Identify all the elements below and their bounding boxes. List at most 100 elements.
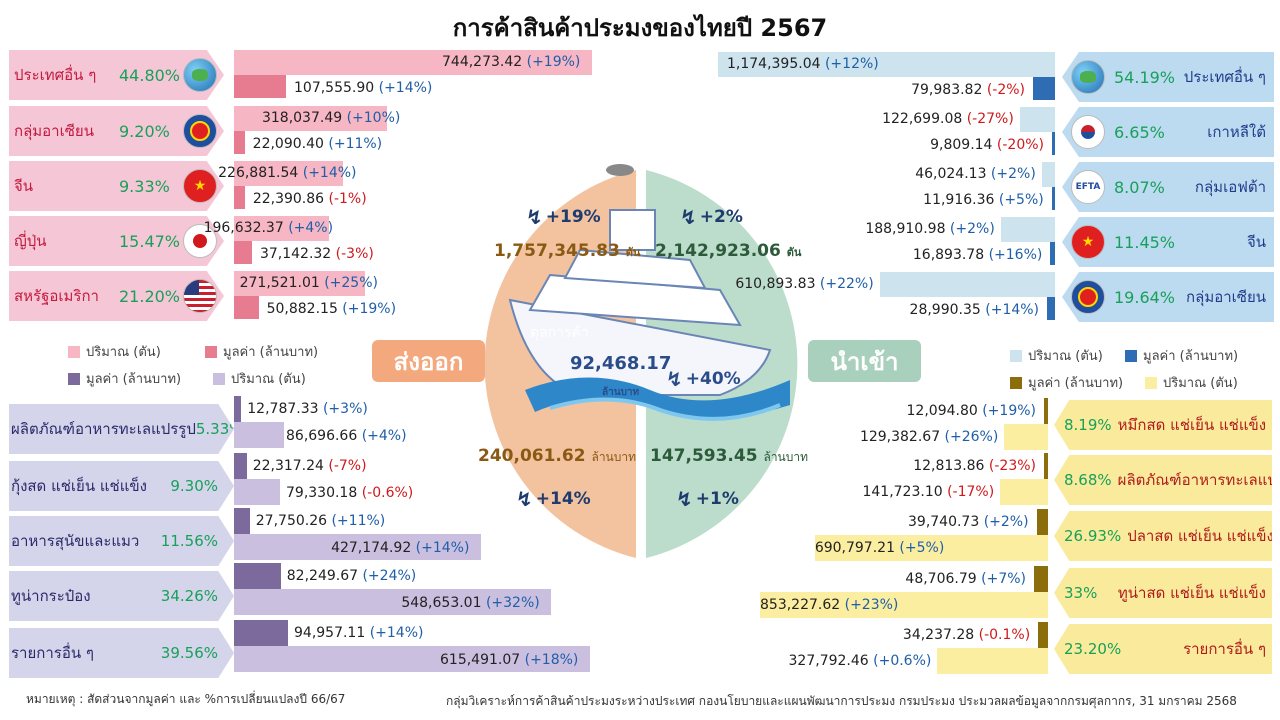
legend-import-val: มูลค่า (ล้านบาท) (1125, 345, 1238, 366)
product-share: 23.20% (1064, 640, 1122, 658)
prod-imp-qty-label: 690,797.21 (+5%) (814, 540, 945, 556)
product-share: 8.68% (1064, 471, 1112, 489)
legend-swatch (213, 372, 225, 385)
export-label: ส่งออก (372, 340, 485, 382)
lightning-icon: ↯ (526, 205, 543, 229)
export-qty-bar (234, 50, 592, 75)
import-val-bar (1033, 77, 1055, 100)
export-qty-value: 1,757,345.83 (494, 241, 620, 261)
import-qty-bar (1000, 217, 1055, 242)
import-qty-value: 2,142,923.06 (655, 241, 781, 261)
country-share: 9.33% (119, 176, 170, 196)
footnote: หมายเหตุ : สัดส่วนจากมูลค่า และ %การเปลี… (26, 692, 346, 706)
prod-imp-qty-label: 141,723.10 (-17%) (862, 484, 995, 500)
prod-exp-qty-label: 615,491.07 (+18%) (440, 652, 579, 668)
legend-text: มูลค่า (ล้านบาท) (1143, 349, 1239, 364)
product-name: หมึกสด แช่เย็น แช่แข็ง (1117, 416, 1267, 434)
legend-swatch (1010, 376, 1022, 389)
lightning-icon: ↯ (666, 367, 683, 391)
import-val-unit: ล้านบาท (763, 450, 809, 464)
product-name: ผลิตภัณฑ์อาหารทะเลแปรรูป (1117, 471, 1277, 489)
export-val-unit: ล้านบาท (591, 450, 637, 464)
lightning-icon: ↯ (676, 487, 693, 511)
import-qty: 2,142,923.06 ตัน (655, 241, 801, 261)
korea-flag-icon (1071, 115, 1105, 149)
globe-icon (183, 58, 217, 92)
import-product-label: 8.68%ผลิตภัณฑ์อาหารทะเลแปรรูป (1054, 455, 1272, 505)
export-qty-bar (234, 216, 329, 241)
import-val-bar (1050, 242, 1055, 265)
export-product-label: ผลิตภัณฑ์อาหารทะเลแปรรูป 5.33% (9, 404, 234, 454)
balance-value: 92,468.17 (570, 353, 672, 374)
export-val-change: +14% (535, 489, 591, 509)
prod-exp-qty-bar (234, 589, 552, 615)
country-share: 54.19% (1114, 67, 1176, 87)
export-val-change-block: ↯ +14% (516, 487, 591, 511)
prod-exp-qty-bar (234, 479, 280, 505)
prod-exp-qty-label: 86,696.66 (+4%) (286, 428, 407, 444)
import-product-label: 26.93% ปลาสด แช่เย็น แช่แข็ง (1054, 511, 1272, 561)
prod-exp-qty-label: 548,653.01 (+32%) (401, 595, 540, 611)
country-share: 21.20% (119, 286, 181, 306)
export-product-label: กุ้งสด แช่เย็น แช่แข็ง 9.30% (9, 461, 234, 511)
prod-imp-val-label: 48,706.79 (+7%) (905, 571, 1026, 587)
product-share: 5.33% (195, 420, 244, 438)
prod-imp-val-bar (1038, 622, 1048, 648)
prod-exp-val-label: 27,750.26 (+11%) (255, 513, 386, 529)
legend-text: มูลค่า (ล้านบาท) (86, 372, 182, 387)
export-val-label: 107,555.90 (+14%) (294, 80, 433, 96)
prod-exp-qty-label: 79,330.18 (-0.6%) (286, 485, 414, 501)
usa-flag-icon (183, 279, 217, 313)
china-flag-icon: ★ (183, 169, 217, 203)
import-qty-label: 46,024.13 (+2%) (915, 166, 1036, 182)
country-share: 11.45% (1114, 232, 1176, 252)
country-name: สหรัฐอเมริกา (14, 287, 99, 305)
country-name: เกาหลีใต้ (1207, 123, 1266, 141)
prod-imp-val-bar (1044, 398, 1048, 424)
import-qty-label: 1,174,395.04 (+12%) (727, 56, 879, 72)
prod-exp-val-bar (234, 563, 281, 589)
prod-exp-val-label: 82,249.67 (+24%) (286, 568, 417, 584)
balance-change: +40% (685, 369, 741, 389)
product-share: 39.56% (160, 644, 218, 662)
import-val: 147,593.45 ล้านบาท (650, 446, 808, 467)
prod-imp-qty-bar (1004, 424, 1048, 450)
export-qty-label: 196,632.37 (+4%) (203, 220, 334, 236)
country-share: 8.07% (1114, 177, 1165, 197)
prod-exp-val-label: 22,317.24 (-7%) (252, 458, 367, 474)
import-product-label: 8.19% หมึกสด แช่เย็น แช่แข็ง (1054, 400, 1272, 450)
legend-prod-imp-qty: ปริมาณ (ตัน) (1145, 372, 1238, 393)
legend-swatch (68, 345, 80, 358)
prod-imp-val-bar (1044, 453, 1048, 479)
export-qty-unit: ตัน (625, 246, 641, 259)
legend-swatch (1145, 376, 1157, 389)
product-name: ผลิตภัณฑ์อาหารทะเลแปรรูป (11, 420, 196, 438)
country-share: 6.65% (1114, 122, 1165, 142)
import-qty-label: 188,910.98 (+2%) (865, 221, 995, 237)
prod-exp-qty-bar (234, 422, 285, 448)
asean-icon (1071, 280, 1105, 314)
export-product-label: รายการอื่น ๆ 39.56% (9, 628, 234, 678)
country-share: 9.20% (119, 121, 170, 141)
export-qty-label: 318,037.49 (+10%) (261, 110, 401, 126)
export-qty-change: +19% (545, 207, 601, 227)
prod-imp-val-label: 34,237.28 (-0.1%) (902, 627, 1031, 643)
prod-imp-qty-label: 853,227.62 (+23%) (760, 597, 899, 613)
balance-unit: ล้านบาท (602, 387, 640, 398)
export-qty-label: 271,521.01 (+25%) (239, 275, 378, 291)
country-name: กลุ่มอาเซียน (14, 122, 94, 140)
prod-imp-qty-bar (937, 648, 1048, 674)
product-name: รายการอื่น ๆ (1183, 640, 1266, 658)
prod-exp-val-bar (234, 396, 242, 422)
export-qty-bar (234, 161, 344, 186)
prod-exp-qty-label: 427,174.92 (+14%) (331, 540, 470, 556)
product-name: ปลาสด แช่เย็น แช่แข็ง (1127, 527, 1274, 545)
country-name: จีน (14, 177, 34, 195)
import-val-label: 11,916.36 (+5%) (923, 192, 1044, 208)
import-val-bar (1052, 132, 1055, 155)
china-flag-icon: ★ (1071, 225, 1105, 259)
import-qty-bar (1019, 107, 1055, 132)
prod-exp-qty-bar (234, 646, 590, 672)
import-product-label: 33% ทูน่าสด แช่เย็น แช่แข็ง (1054, 568, 1272, 618)
prod-imp-val-bar (1036, 509, 1048, 535)
